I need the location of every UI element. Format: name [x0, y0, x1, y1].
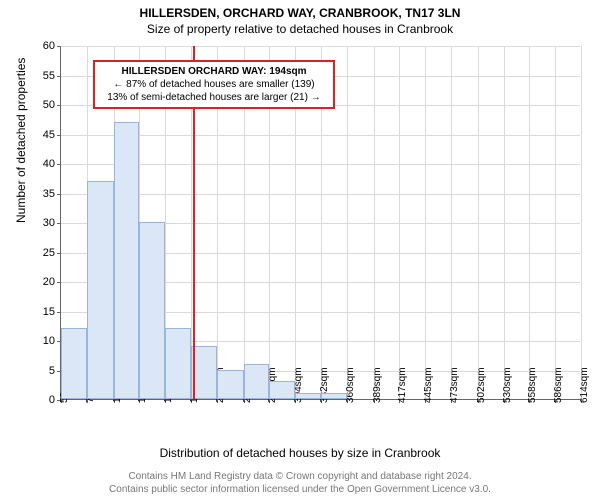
- histogram-bar: [321, 393, 347, 399]
- ytick-label: 35: [43, 188, 55, 200]
- histogram-bar: [244, 364, 270, 399]
- ytick-mark: [57, 164, 61, 165]
- x-axis-label: Distribution of detached houses by size …: [0, 446, 600, 460]
- plot-region: 05101520253035404550556050sqm78sqm107sqm…: [60, 46, 580, 400]
- gridline-v: [504, 46, 505, 399]
- xtick-label: 502sqm: [476, 367, 487, 403]
- xtick-label: 614sqm: [579, 367, 590, 403]
- ytick-mark: [57, 282, 61, 283]
- gridline-v: [399, 46, 400, 399]
- ytick-label: 15: [43, 306, 55, 318]
- footer: Contains HM Land Registry data © Crown c…: [0, 470, 600, 496]
- title-subtitle: Size of property relative to detached ho…: [0, 22, 600, 36]
- ytick-label: 30: [43, 217, 55, 229]
- y-axis-label: Number of detached properties: [14, 58, 28, 223]
- annotation-headline: HILLERSDEN ORCHARD WAY: 194sqm: [103, 65, 325, 78]
- annotation-box: HILLERSDEN ORCHARD WAY: 194sqm ← 87% of …: [93, 60, 335, 109]
- ytick-mark: [57, 312, 61, 313]
- gridline-v: [425, 46, 426, 399]
- gridline-v: [581, 46, 582, 399]
- histogram-bar: [139, 222, 165, 399]
- title-block: HILLERSDEN, ORCHARD WAY, CRANBROOK, TN17…: [0, 0, 600, 36]
- histogram-bar: [217, 370, 244, 400]
- footer-line2: Contains public sector information licen…: [0, 483, 600, 496]
- ytick-label: 10: [43, 335, 55, 347]
- histogram-bar: [269, 381, 295, 399]
- histogram-bar: [61, 328, 87, 399]
- gridline-v: [529, 46, 530, 399]
- ytick-label: 5: [49, 365, 55, 377]
- xtick-label: 586sqm: [553, 367, 564, 403]
- chart-container: HILLERSDEN, ORCHARD WAY, CRANBROOK, TN17…: [0, 0, 600, 500]
- ytick-mark: [57, 194, 61, 195]
- ytick-mark: [57, 223, 61, 224]
- ytick-mark: [57, 46, 61, 47]
- gridline-v: [374, 46, 375, 399]
- histogram-bar: [165, 328, 191, 399]
- ytick-mark: [57, 135, 61, 136]
- ytick-label: 20: [43, 276, 55, 288]
- histogram-bar: [114, 122, 140, 399]
- ytick-mark: [57, 253, 61, 254]
- gridline-v: [347, 46, 348, 399]
- gridline-v: [478, 46, 479, 399]
- ytick-label: 0: [49, 394, 55, 406]
- footer-line1: Contains HM Land Registry data © Crown c…: [0, 470, 600, 483]
- ytick-mark: [57, 105, 61, 106]
- ytick-mark: [57, 76, 61, 77]
- chart-area: 05101520253035404550556050sqm78sqm107sqm…: [60, 46, 580, 400]
- ytick-label: 45: [43, 129, 55, 141]
- xtick-label: 473sqm: [449, 367, 460, 403]
- xtick-label: 445sqm: [423, 367, 434, 403]
- xtick-label: 530sqm: [502, 367, 513, 403]
- ytick-label: 60: [43, 40, 55, 52]
- title-address: HILLERSDEN, ORCHARD WAY, CRANBROOK, TN17…: [0, 6, 600, 20]
- histogram-bar: [87, 181, 114, 399]
- ytick-label: 40: [43, 158, 55, 170]
- xtick-label: 558sqm: [527, 367, 538, 403]
- gridline-v: [451, 46, 452, 399]
- ytick-label: 50: [43, 99, 55, 111]
- xtick-label: 389sqm: [372, 367, 383, 403]
- annotation-line2: ← 87% of detached houses are smaller (13…: [103, 78, 325, 91]
- ytick-label: 55: [43, 70, 55, 82]
- ytick-label: 25: [43, 247, 55, 259]
- gridline-v: [555, 46, 556, 399]
- histogram-bar: [191, 346, 217, 399]
- xtick-label: 417sqm: [397, 367, 408, 403]
- histogram-bar: [295, 393, 321, 399]
- annotation-line3: 13% of semi-detached houses are larger (…: [103, 91, 325, 104]
